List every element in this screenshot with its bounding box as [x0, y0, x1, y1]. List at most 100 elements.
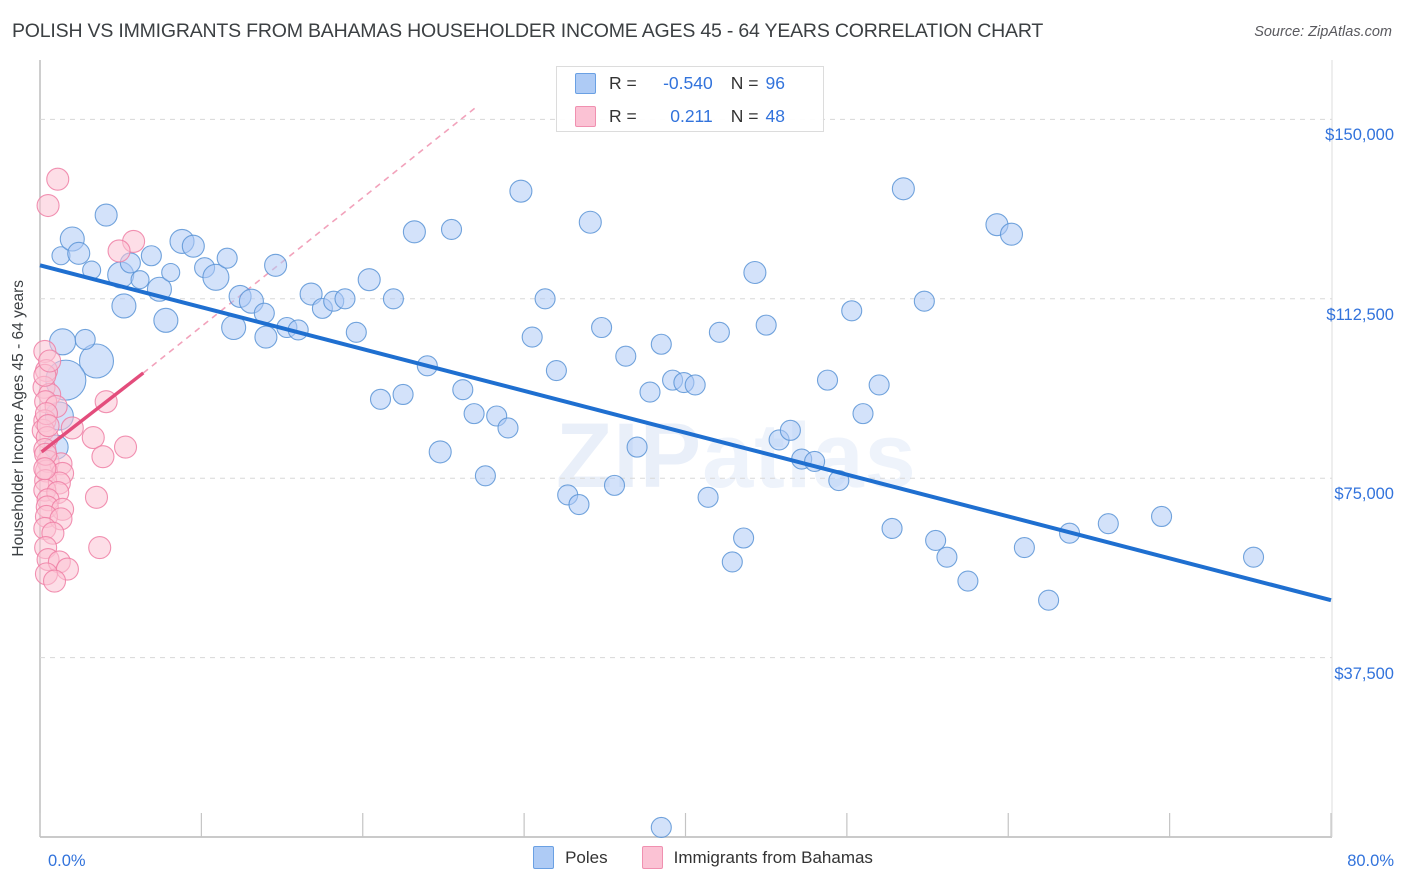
data-point — [140, 245, 162, 267]
legend-item-bahamas[interactable]: Immigrants from Bahamas — [641, 846, 873, 869]
stats-row-poles: R = -0.540 N = 96 — [557, 67, 823, 100]
data-point — [841, 300, 863, 322]
data-point — [474, 465, 496, 487]
data-point — [67, 241, 91, 265]
data-point — [721, 551, 743, 573]
data-point — [733, 527, 755, 549]
y-axis-tick-label: $37,500 — [1334, 664, 1394, 683]
data-point — [1097, 513, 1119, 535]
data-point — [369, 388, 392, 410]
data-point — [545, 360, 567, 382]
data-point — [42, 569, 67, 593]
data-point — [254, 325, 278, 349]
source-label: Source: ZipAtlas.com — [1254, 24, 1392, 40]
scatter-series-poles — [43, 177, 1265, 838]
data-point — [603, 474, 626, 496]
data-point — [999, 222, 1024, 246]
data-point — [392, 383, 414, 406]
watermark: ZIPatlas — [556, 404, 917, 509]
data-point — [402, 220, 426, 244]
data-point — [216, 247, 238, 269]
data-point — [708, 321, 730, 343]
data-point — [816, 369, 839, 391]
legend-item-poles[interactable]: Poles — [533, 846, 608, 869]
bahamas-swatch-icon — [575, 106, 596, 127]
data-point — [852, 403, 874, 425]
correlation-stats-box: R = -0.540 N = 96 R = 0.211 N = 48 — [556, 66, 824, 132]
data-point — [33, 457, 57, 481]
data-point — [743, 260, 767, 285]
data-point — [1038, 589, 1060, 611]
data-point — [202, 263, 230, 291]
data-point — [81, 425, 105, 450]
y-axis-tick-label: $75,000 — [1334, 485, 1394, 504]
data-point — [78, 343, 115, 379]
data-point — [38, 349, 62, 373]
data-point — [913, 290, 935, 312]
data-point — [181, 234, 205, 258]
data-point — [334, 288, 356, 310]
bahamas-n-label: N = — [730, 106, 759, 126]
data-point — [957, 570, 979, 592]
data-point — [497, 417, 519, 439]
data-point — [591, 316, 613, 339]
data-point — [697, 486, 719, 508]
watermark-part1: ZIP — [556, 405, 703, 507]
data-point — [357, 268, 381, 292]
stats-row-bahamas: R = 0.211 N = 48 — [557, 100, 823, 133]
trendline-poles — [39, 263, 1332, 603]
poles-r-value: -0.540 — [663, 73, 713, 93]
legend-swatch-poles-icon — [533, 846, 555, 869]
bahamas-r-value: 0.211 — [670, 106, 713, 126]
data-point — [1013, 537, 1035, 559]
y-axis-tick-label: $150,000 — [1325, 126, 1394, 145]
poles-swatch-icon — [575, 73, 596, 94]
data-point — [626, 436, 648, 458]
data-point — [161, 262, 181, 283]
data-point — [113, 435, 138, 459]
poles-n-label: N = — [730, 73, 759, 93]
legend-swatch-bahamas-icon — [641, 846, 663, 869]
data-point — [36, 414, 60, 438]
trendline-bahamas-dashed — [142, 106, 477, 374]
data-point — [91, 445, 115, 469]
data-point — [639, 381, 661, 403]
data-point — [615, 345, 637, 367]
data-point — [509, 179, 533, 203]
data-point — [382, 288, 404, 310]
data-point — [936, 546, 958, 568]
legend-label-bahamas: Immigrants from Bahamas — [673, 847, 873, 867]
data-point — [1242, 546, 1265, 568]
data-point — [650, 333, 672, 355]
trendline-bahamas — [40, 371, 145, 454]
data-point — [94, 203, 118, 227]
data-point — [925, 529, 947, 551]
data-point — [84, 485, 109, 509]
data-point — [46, 167, 70, 191]
data-point — [130, 270, 150, 290]
data-point — [521, 326, 543, 348]
data-point — [881, 517, 903, 539]
data-point — [74, 328, 96, 351]
page-title: POLISH VS IMMIGRANTS FROM BAHAMAS HOUSEH… — [12, 20, 1044, 42]
data-point — [428, 440, 452, 464]
series-legend: Poles Immigrants from Bahamas — [0, 846, 1406, 869]
data-point — [452, 379, 474, 401]
data-point — [578, 210, 602, 234]
data-point — [891, 177, 915, 201]
x-axis-max-label: 80.0% — [1347, 852, 1394, 870]
data-point — [111, 293, 137, 319]
scatter-series-bahamas — [31, 167, 146, 593]
data-point — [650, 816, 672, 838]
legend-label-poles: Poles — [565, 847, 608, 867]
poles-r-label: R = — [609, 73, 637, 93]
data-point — [153, 307, 179, 333]
data-point — [36, 193, 60, 218]
data-point — [345, 321, 367, 343]
data-point — [299, 282, 323, 306]
poles-n-value: 96 — [765, 73, 785, 93]
data-point — [264, 253, 288, 277]
data-point — [868, 374, 890, 396]
data-point — [88, 536, 112, 560]
